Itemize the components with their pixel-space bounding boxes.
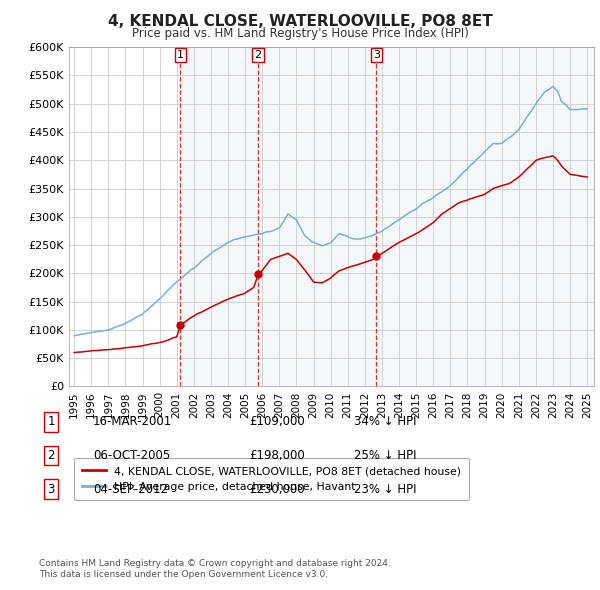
Text: Price paid vs. HM Land Registry's House Price Index (HPI): Price paid vs. HM Land Registry's House … — [131, 27, 469, 40]
Text: 16-MAR-2001: 16-MAR-2001 — [93, 415, 172, 428]
Text: 23% ↓ HPI: 23% ↓ HPI — [354, 483, 416, 496]
Text: £230,000: £230,000 — [249, 483, 305, 496]
Text: 2: 2 — [47, 449, 55, 462]
Text: 4, KENDAL CLOSE, WATERLOOVILLE, PO8 8ET: 4, KENDAL CLOSE, WATERLOOVILLE, PO8 8ET — [107, 14, 493, 28]
Legend: 4, KENDAL CLOSE, WATERLOOVILLE, PO8 8ET (detached house), HPI: Average price, de: 4, KENDAL CLOSE, WATERLOOVILLE, PO8 8ET … — [74, 458, 469, 500]
Text: 3: 3 — [373, 50, 380, 60]
Text: £198,000: £198,000 — [249, 449, 305, 462]
Text: 2: 2 — [254, 50, 262, 60]
Text: 3: 3 — [47, 483, 55, 496]
Text: 1: 1 — [177, 50, 184, 60]
Text: 04-SEP-2012: 04-SEP-2012 — [93, 483, 168, 496]
Text: £109,000: £109,000 — [249, 415, 305, 428]
Text: 25% ↓ HPI: 25% ↓ HPI — [354, 449, 416, 462]
Text: 06-OCT-2005: 06-OCT-2005 — [93, 449, 170, 462]
Text: Contains HM Land Registry data © Crown copyright and database right 2024.
This d: Contains HM Land Registry data © Crown c… — [39, 559, 391, 579]
Text: 1: 1 — [47, 415, 55, 428]
Bar — [181, 47, 596, 386]
Text: 34% ↓ HPI: 34% ↓ HPI — [354, 415, 416, 428]
